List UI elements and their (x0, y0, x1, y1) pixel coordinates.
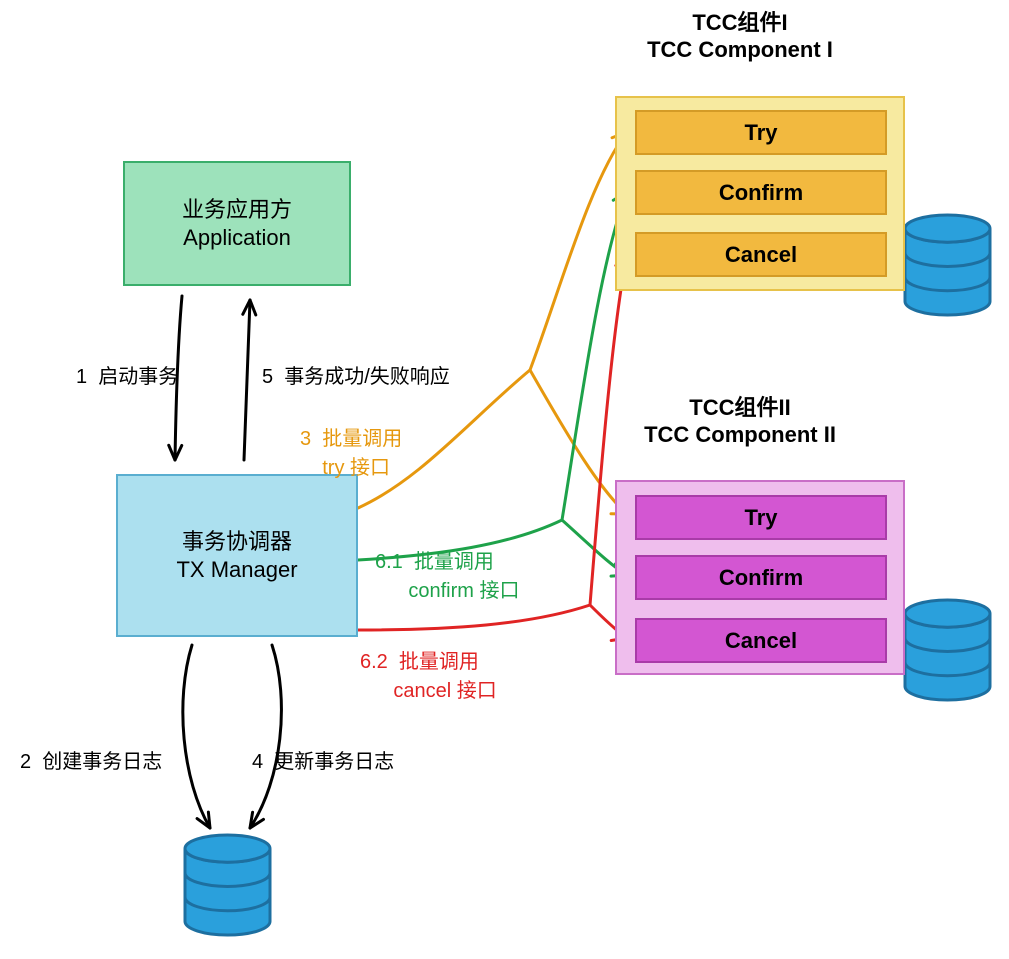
component2-title: TCC组件II TCC Component II (580, 390, 900, 448)
edge-2 (183, 645, 210, 828)
edge-label-1: 1 启动事务 (76, 360, 178, 389)
edge-6.2 (358, 605, 590, 630)
component2-cancel-label: Cancel (725, 628, 797, 654)
component1-title: TCC组件I TCC Component I (580, 5, 900, 63)
tx-manager-box: 事务协调器 TX Manager (116, 474, 358, 637)
component2-try-label: Try (744, 505, 777, 531)
component2-cancel-box: Cancel (635, 618, 887, 663)
edge-label-3: 3 批量调用 try 接口 (300, 422, 402, 480)
diagram-canvas: 业务应用方 Application 事务协调器 TX Manager TCC组件… (0, 0, 1009, 959)
component2-title-cn: TCC组件II (580, 390, 900, 422)
component1-try-box: Try (635, 110, 887, 155)
tx-manager-label-en: TX Manager (176, 556, 297, 584)
edge-label-5: 5 事务成功/失败响应 (262, 360, 450, 389)
component1-confirm-box: Confirm (635, 170, 887, 215)
edge-5 (244, 300, 250, 460)
component1-cancel-label: Cancel (725, 242, 797, 268)
tx-log-db-icon (185, 835, 270, 935)
component2-confirm-label: Confirm (719, 565, 803, 591)
application-label-cn: 业务应用方 (182, 196, 292, 224)
edge-label-6.1: 6.1 批量调用 confirm 接口 (375, 545, 519, 603)
component2-title-en: TCC Component II (580, 422, 900, 448)
component2-confirm-box: Confirm (635, 555, 887, 600)
edge-3 (530, 132, 627, 370)
component1-confirm-label: Confirm (719, 180, 803, 206)
edge-label-2: 2 创建事务日志 (20, 745, 162, 774)
component1-title-cn: TCC组件I (580, 5, 900, 37)
component1-db-icon (905, 215, 990, 315)
component2-try-box: Try (635, 495, 887, 540)
application-label-en: Application (183, 224, 291, 252)
edge-4 (250, 645, 281, 828)
component2-db-icon (905, 600, 990, 700)
component1-title-en: TCC Component I (580, 37, 900, 63)
component1-try-label: Try (744, 120, 777, 146)
edge-label-6.2: 6.2 批量调用 cancel 接口 (360, 645, 497, 703)
component1-cancel-box: Cancel (635, 232, 887, 277)
application-box: 业务应用方 Application (123, 161, 351, 286)
edge-label-4: 4 更新事务日志 (252, 745, 394, 774)
tx-manager-label-cn: 事务协调器 (182, 528, 292, 556)
